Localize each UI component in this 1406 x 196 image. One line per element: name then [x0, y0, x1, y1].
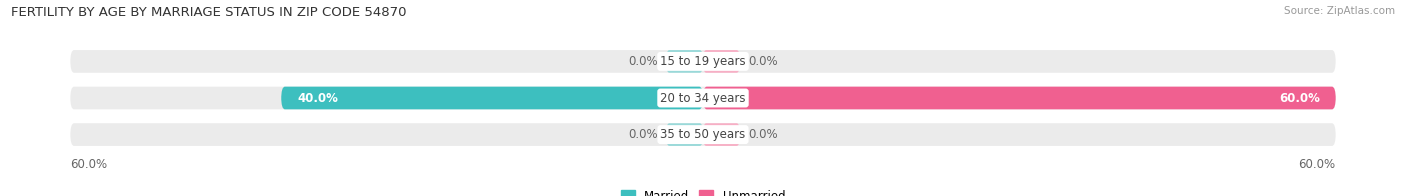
- FancyBboxPatch shape: [70, 50, 1336, 73]
- Text: 0.0%: 0.0%: [748, 55, 778, 68]
- Text: 35 to 50 years: 35 to 50 years: [661, 128, 745, 141]
- Text: Source: ZipAtlas.com: Source: ZipAtlas.com: [1284, 6, 1395, 16]
- Text: 15 to 19 years: 15 to 19 years: [661, 55, 745, 68]
- Text: 60.0%: 60.0%: [1279, 92, 1320, 104]
- Text: 0.0%: 0.0%: [628, 128, 658, 141]
- FancyBboxPatch shape: [666, 123, 703, 146]
- FancyBboxPatch shape: [70, 123, 1336, 146]
- Text: 20 to 34 years: 20 to 34 years: [661, 92, 745, 104]
- FancyBboxPatch shape: [703, 50, 740, 73]
- Text: FERTILITY BY AGE BY MARRIAGE STATUS IN ZIP CODE 54870: FERTILITY BY AGE BY MARRIAGE STATUS IN Z…: [11, 6, 406, 19]
- Legend: Married, Unmarried: Married, Unmarried: [616, 185, 790, 196]
- FancyBboxPatch shape: [666, 50, 703, 73]
- Text: 60.0%: 60.0%: [1299, 158, 1336, 171]
- FancyBboxPatch shape: [703, 123, 740, 146]
- Text: 60.0%: 60.0%: [70, 158, 107, 171]
- FancyBboxPatch shape: [281, 87, 703, 109]
- FancyBboxPatch shape: [70, 87, 1336, 109]
- Text: 40.0%: 40.0%: [297, 92, 337, 104]
- FancyBboxPatch shape: [703, 87, 1336, 109]
- Text: 0.0%: 0.0%: [628, 55, 658, 68]
- Text: 0.0%: 0.0%: [748, 128, 778, 141]
